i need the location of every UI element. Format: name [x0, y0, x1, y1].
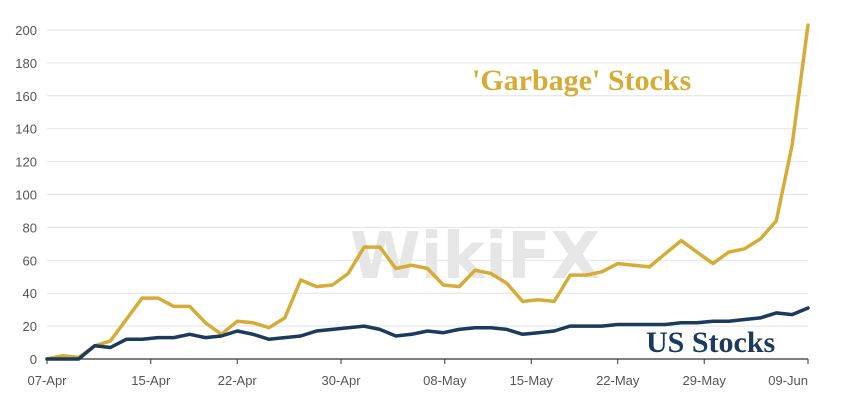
- series-label-us: US Stocks: [646, 326, 775, 359]
- y-tick-label: 100: [15, 188, 37, 203]
- y-tick-label: 80: [23, 220, 37, 235]
- x-tick-label: 09-Jun: [768, 373, 808, 388]
- y-tick-label: 160: [15, 89, 37, 104]
- x-tick-label: 22-Apr: [218, 373, 258, 388]
- x-tick-label: 30-Apr: [322, 373, 362, 388]
- y-tick-label: 60: [23, 253, 37, 268]
- y-tick-label: 40: [23, 286, 37, 301]
- series-line-garbage: [45, 23, 810, 361]
- y-tick-label: 0: [30, 352, 37, 367]
- y-tick-label: 180: [15, 56, 37, 71]
- gridlines: [47, 29, 808, 327]
- watermark-text: WikiFX: [350, 220, 600, 294]
- y-tick-label: 120: [15, 155, 37, 170]
- x-tick-label: 29-May: [683, 373, 727, 388]
- y-tick-label: 200: [15, 23, 37, 38]
- y-tick-label: 20: [23, 319, 37, 334]
- y-tick-label: 140: [15, 122, 37, 137]
- x-tick-label: 07-Apr: [27, 373, 67, 388]
- series-line-us: [45, 306, 810, 361]
- x-tick-label: 22-May: [596, 373, 640, 388]
- x-tick-label: 08-May: [423, 373, 467, 388]
- y-axis-ticks: 0 20 40 60 80 100 120 140 160 180 200: [15, 23, 37, 367]
- x-tick-label: 15-May: [510, 373, 554, 388]
- x-axis-ticks: 07-Apr 15-Apr 22-Apr 30-Apr 08-May 15-May 22-M…: [27, 359, 809, 388]
- series-label-garbage: 'Garbage' Stocks: [472, 64, 691, 97]
- series-lines: [45, 23, 810, 361]
- x-tick-label: 15-Apr: [131, 373, 171, 388]
